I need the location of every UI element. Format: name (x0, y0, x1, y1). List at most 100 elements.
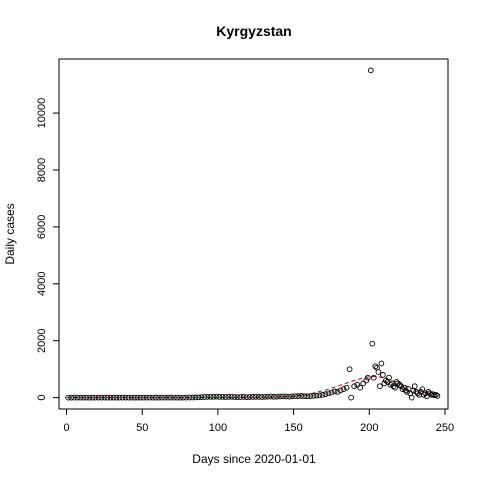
data-point (399, 386, 406, 392)
data-point (71, 394, 77, 401)
data-point (363, 377, 370, 384)
y-tick-label: 0 (36, 395, 48, 401)
data-point (301, 393, 308, 400)
y-axis-label: Daily cases (3, 203, 17, 264)
data-point (213, 393, 220, 400)
data-point (98, 394, 105, 401)
data-point (277, 393, 283, 400)
data-point (240, 394, 247, 400)
data-point (346, 366, 353, 373)
data-point (268, 393, 274, 400)
data-point (380, 372, 386, 378)
data-point (396, 381, 403, 388)
data-point (204, 394, 211, 400)
data-point (107, 394, 114, 401)
data-point (77, 394, 84, 401)
data-point (360, 380, 367, 387)
data-point (337, 387, 344, 394)
data-point (383, 377, 389, 384)
data-point (392, 384, 398, 391)
data-point (101, 394, 108, 401)
data-point (201, 394, 208, 400)
data-point (334, 389, 341, 395)
data-point (298, 393, 305, 399)
data-point (377, 383, 383, 390)
data-point (386, 374, 392, 381)
trend-line (66, 375, 438, 399)
data-point (128, 394, 135, 401)
data-point (387, 381, 394, 388)
data-point (86, 394, 93, 401)
x-tick-label: 0 (64, 422, 70, 434)
data-point (258, 394, 265, 400)
data-point (310, 393, 317, 399)
data-point (156, 394, 162, 401)
data-point (274, 393, 280, 400)
data-point (252, 393, 259, 400)
data-point (162, 394, 168, 401)
data-point (195, 394, 202, 401)
y-tick-label: 6000 (36, 215, 48, 239)
data-point (246, 394, 253, 400)
y-tick-label: 4000 (36, 272, 48, 296)
data-point (140, 394, 147, 401)
x-axis-label: Days since 2020-01-01 (192, 452, 316, 466)
data-point (280, 393, 286, 400)
data-point (340, 386, 347, 392)
data-point (295, 393, 302, 399)
data-point (316, 392, 323, 399)
data-point (146, 394, 153, 401)
data-point (408, 394, 415, 401)
data-point (286, 393, 292, 400)
data-point (65, 394, 71, 401)
data-point (116, 394, 123, 401)
data-point (228, 393, 235, 400)
data-point (414, 390, 421, 397)
data-point (364, 374, 371, 381)
data-point (331, 388, 338, 395)
points-layer (65, 67, 441, 401)
data-point (210, 393, 217, 400)
x-tick-label: 50 (136, 422, 148, 434)
data-point (125, 394, 132, 401)
data-point (378, 360, 385, 367)
data-point (165, 394, 171, 401)
data-point (159, 394, 165, 401)
data-point (92, 394, 99, 401)
data-point (119, 394, 126, 401)
data-point (137, 394, 144, 401)
y-tick-label: 2000 (36, 328, 48, 352)
data-point (225, 394, 232, 400)
trend-layer (66, 375, 438, 399)
data-point (174, 394, 180, 401)
data-point (411, 383, 418, 390)
data-point (95, 394, 102, 401)
data-point (207, 393, 214, 400)
data-point (189, 394, 196, 401)
x-tick-label: 200 (360, 422, 378, 434)
data-point (110, 394, 117, 401)
data-point (89, 394, 96, 401)
x-tick-label: 250 (436, 422, 454, 434)
data-point (262, 393, 268, 400)
y-tick-label: 8000 (36, 158, 48, 182)
data-point (420, 391, 427, 398)
data-point (398, 383, 404, 390)
data-point (381, 380, 388, 387)
data-point (348, 394, 354, 401)
data-point (255, 394, 262, 400)
data-point (153, 394, 159, 401)
data-point (131, 394, 138, 401)
data-point (354, 381, 361, 388)
data-point (370, 374, 377, 381)
data-point (122, 394, 129, 401)
data-point (322, 391, 329, 398)
data-point (243, 394, 250, 401)
data-point (186, 394, 193, 401)
data-point (219, 394, 226, 400)
data-point (265, 393, 271, 400)
data-point (74, 394, 81, 401)
data-point (216, 393, 223, 400)
data-point (395, 380, 401, 387)
